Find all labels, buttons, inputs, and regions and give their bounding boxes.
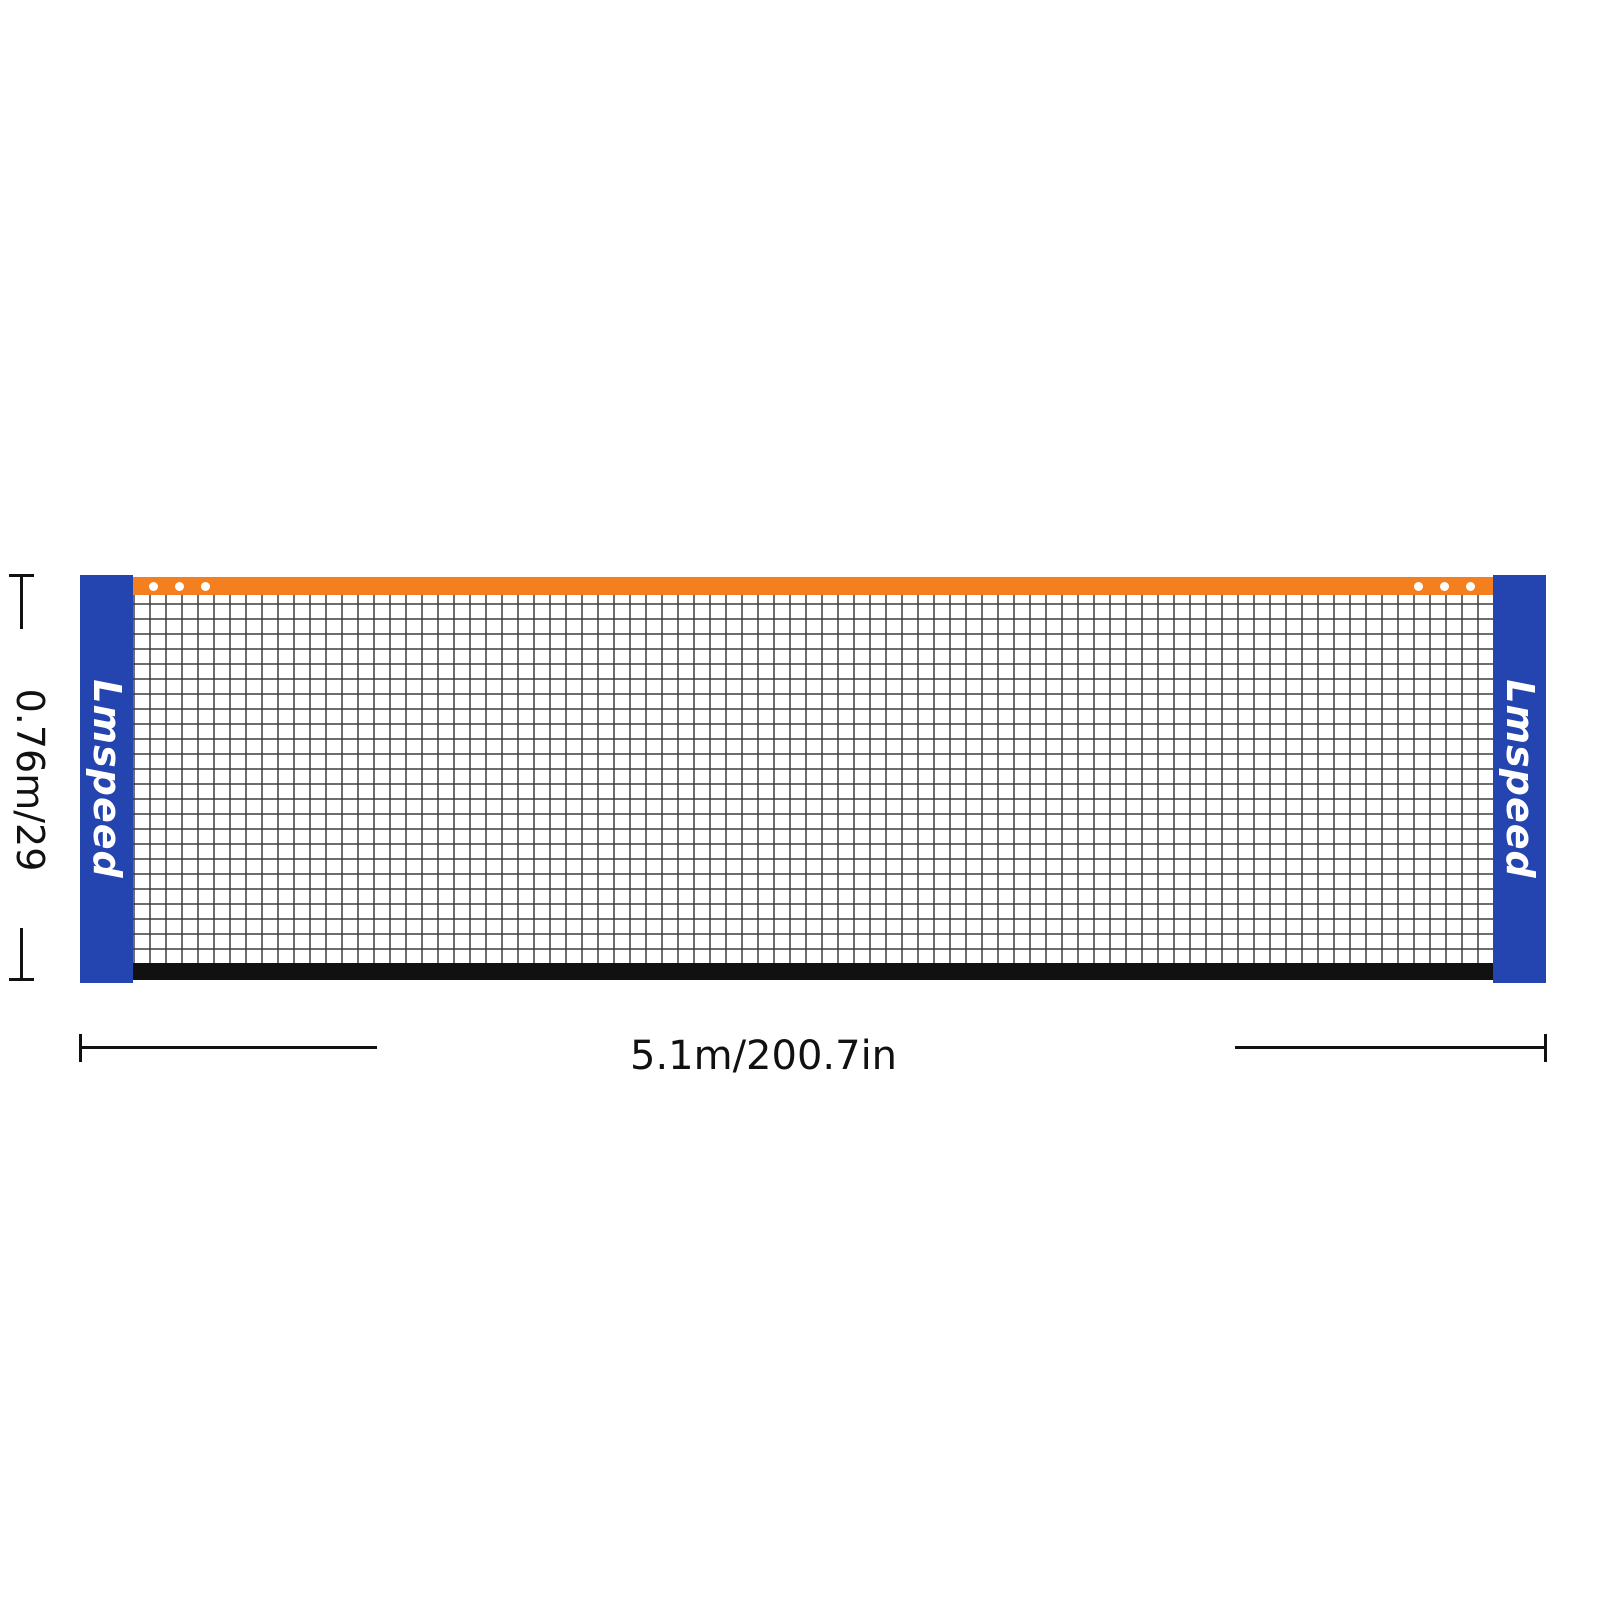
grommet	[201, 582, 210, 591]
grommet	[1414, 582, 1423, 591]
width-label: 5.1m/200.7in	[630, 1033, 898, 1079]
height-dimension-line-top	[20, 574, 23, 629]
height-dimension-line-bottom	[20, 928, 23, 981]
grommet	[175, 582, 184, 591]
grommet	[1466, 582, 1475, 591]
width-dimension-cap-right	[1544, 1034, 1547, 1062]
brand-logo: Lmspeed	[1497, 679, 1542, 879]
grommet	[149, 582, 158, 591]
height-dimension-cap-bottom	[9, 978, 34, 981]
left-post: Lmspeed	[80, 575, 133, 983]
right-post: Lmspeed	[1493, 575, 1546, 983]
net-top-band	[133, 577, 1493, 595]
net-mesh	[133, 577, 1493, 980]
height-label: 0.76m/29	[8, 688, 52, 872]
width-dimension-line-left	[79, 1046, 377, 1049]
brand-logo: Lmspeed	[84, 679, 129, 879]
grommet	[1440, 582, 1449, 591]
width-dimension-line-right	[1235, 1046, 1547, 1049]
net-bottom-band	[133, 963, 1493, 980]
